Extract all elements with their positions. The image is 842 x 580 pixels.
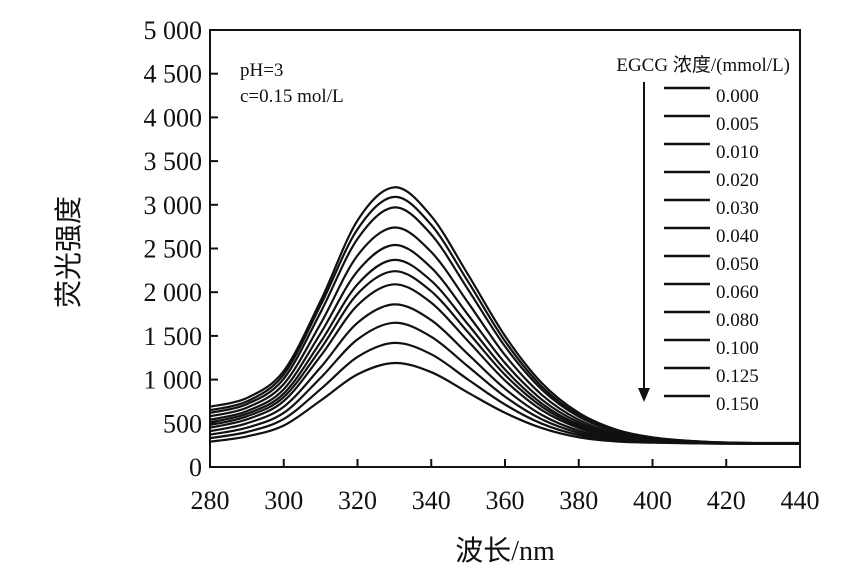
- x-axis-title: 波长/nm: [455, 535, 555, 567]
- y-tick-label: 5 000: [144, 16, 203, 45]
- x-tick-label: 280: [191, 486, 230, 515]
- y-tick-label: 1 500: [144, 322, 203, 351]
- y-tick-label: 3 500: [144, 147, 203, 176]
- y-tick-label: 4 000: [144, 103, 203, 132]
- legend-label: 0.040: [716, 226, 759, 247]
- legend-label: 0.050: [716, 254, 759, 275]
- y-tick-label: 500: [163, 409, 202, 438]
- y-tick-label: 4 500: [144, 60, 203, 89]
- legend-title: EGCG 浓度/(mmol/L): [616, 54, 790, 76]
- annotation-ph: pH=3: [240, 60, 283, 81]
- x-axis: 280 300 320 340 360 380 400 420 440: [191, 459, 820, 515]
- x-tick-label: 320: [338, 486, 377, 515]
- annotation-concentration: c=0.15 mol/L: [240, 86, 344, 107]
- legend-label: 0.020: [716, 170, 759, 191]
- series-line-0.005: [209, 195, 800, 445]
- decrease-arrow: [638, 82, 650, 402]
- legend-label: 0.010: [716, 142, 759, 163]
- arrow-head: [638, 388, 650, 402]
- x-tick-label: 420: [707, 486, 746, 515]
- legend-label: 0.080: [716, 310, 759, 331]
- y-tick-label: 0: [189, 453, 202, 482]
- x-tick-label: 440: [781, 486, 820, 515]
- y-tick-label: 3 000: [144, 191, 203, 220]
- legend-label: 0.150: [716, 394, 759, 415]
- legend-label: 0.100: [716, 338, 759, 359]
- y-tick-label: 1 000: [144, 366, 203, 395]
- y-axis: 0 500 1 000 1 500 2 000 2 500 3 000 3 500 4 000 4…: [144, 16, 218, 482]
- x-tick-label: 380: [559, 486, 598, 515]
- x-tick-label: 340: [412, 486, 451, 515]
- x-tick-label: 360: [486, 486, 525, 515]
- legend-label: 0.060: [716, 282, 759, 303]
- legend-label: 0.005: [716, 114, 759, 135]
- y-axis-title: 荧光强度: [53, 196, 85, 308]
- y-tick-label: 2 500: [144, 235, 203, 264]
- series-line-0.150: [209, 361, 801, 446]
- y-tick-label: 2 000: [144, 278, 203, 307]
- x-tick-label: 300: [264, 486, 303, 515]
- legend-label: 0.125: [716, 366, 759, 387]
- x-tick-label: 400: [633, 486, 672, 515]
- legend-label: 0.000: [716, 86, 759, 107]
- legend: 0.000 0.005 0.010 0.020 0.030 0.040 0.050 0.060…: [664, 86, 759, 415]
- legend-label: 0.030: [716, 198, 759, 219]
- series-lines: [209, 186, 801, 446]
